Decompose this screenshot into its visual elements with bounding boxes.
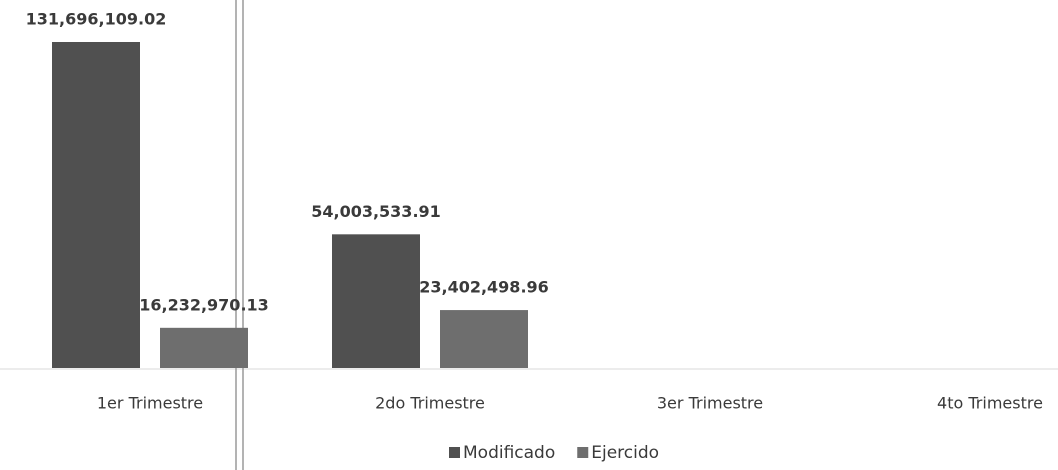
bar <box>52 42 140 368</box>
x-tick-label: 2do Trimestre <box>375 394 485 413</box>
x-tick-label: 1er Trimestre <box>97 394 203 413</box>
legend-swatch <box>577 447 589 458</box>
data-label: 54,003,533.91 <box>311 202 441 221</box>
bar <box>160 327 248 368</box>
data-label: 23,402,498.96 <box>419 278 549 297</box>
bar <box>440 310 528 368</box>
bar <box>332 234 420 368</box>
data-label: 16,232,970.13 <box>139 295 269 314</box>
legend-label: Ejercido <box>591 443 659 463</box>
legend-label: Modificado <box>463 443 555 463</box>
legend-swatch <box>449 447 460 458</box>
x-tick-label: 4to Trimestre <box>937 394 1043 413</box>
x-tick-label: 3er Trimestre <box>657 394 763 413</box>
data-label: 131,696,109.02 <box>26 10 167 29</box>
